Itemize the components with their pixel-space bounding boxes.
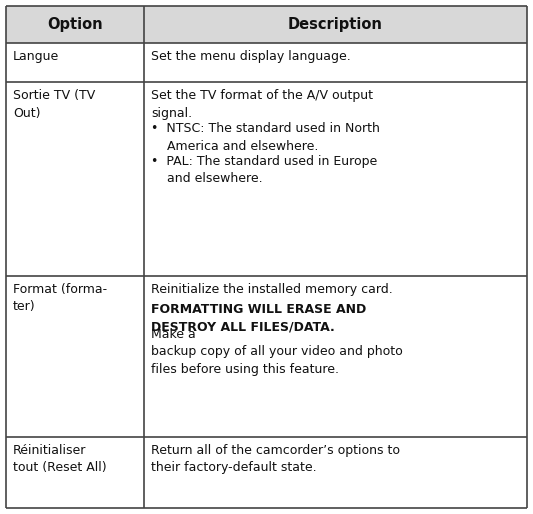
Text: Langue: Langue [13,50,59,63]
Text: FORMATTING WILL ERASE AND
DESTROY ALL FILES/DATA.: FORMATTING WILL ERASE AND DESTROY ALL FI… [151,303,366,334]
Text: Make a
backup copy of all your video and photo
files before using this feature.: Make a backup copy of all your video and… [151,328,403,376]
Text: Sortie TV (TV
Out): Sortie TV (TV Out) [13,89,95,120]
Bar [6,276,527,437]
Text: Reinitialize the installed memory card.: Reinitialize the installed memory card. [151,283,393,296]
Text: Return all of the camcorder’s options to
their factory-default state.: Return all of the camcorder’s options to… [151,444,400,474]
Text: Option: Option [47,17,103,32]
Text: Set the TV format of the A/V output
signal.: Set the TV format of the A/V output sign… [151,89,373,120]
Bar [6,437,527,508]
Bar [6,43,144,82]
Text: •  PAL: The standard used in Europe
    and elsewhere.: • PAL: The standard used in Europe and e… [151,155,377,186]
Bar [6,82,527,276]
Text: Format (forma-
ter): Format (forma- ter) [13,283,107,313]
Bar [6,43,527,82]
Bar [6,6,144,43]
Bar [6,82,144,276]
Text: Réinitialiser
tout (Reset All): Réinitialiser tout (Reset All) [13,444,107,474]
Text: Description: Description [288,17,383,32]
Bar [6,6,527,43]
Text: •  NTSC: The standard used in North
    America and elsewhere.: • NTSC: The standard used in North Ameri… [151,122,380,153]
Text: Set the menu display language.: Set the menu display language. [151,50,351,63]
Bar [6,276,144,437]
Bar [6,437,144,508]
